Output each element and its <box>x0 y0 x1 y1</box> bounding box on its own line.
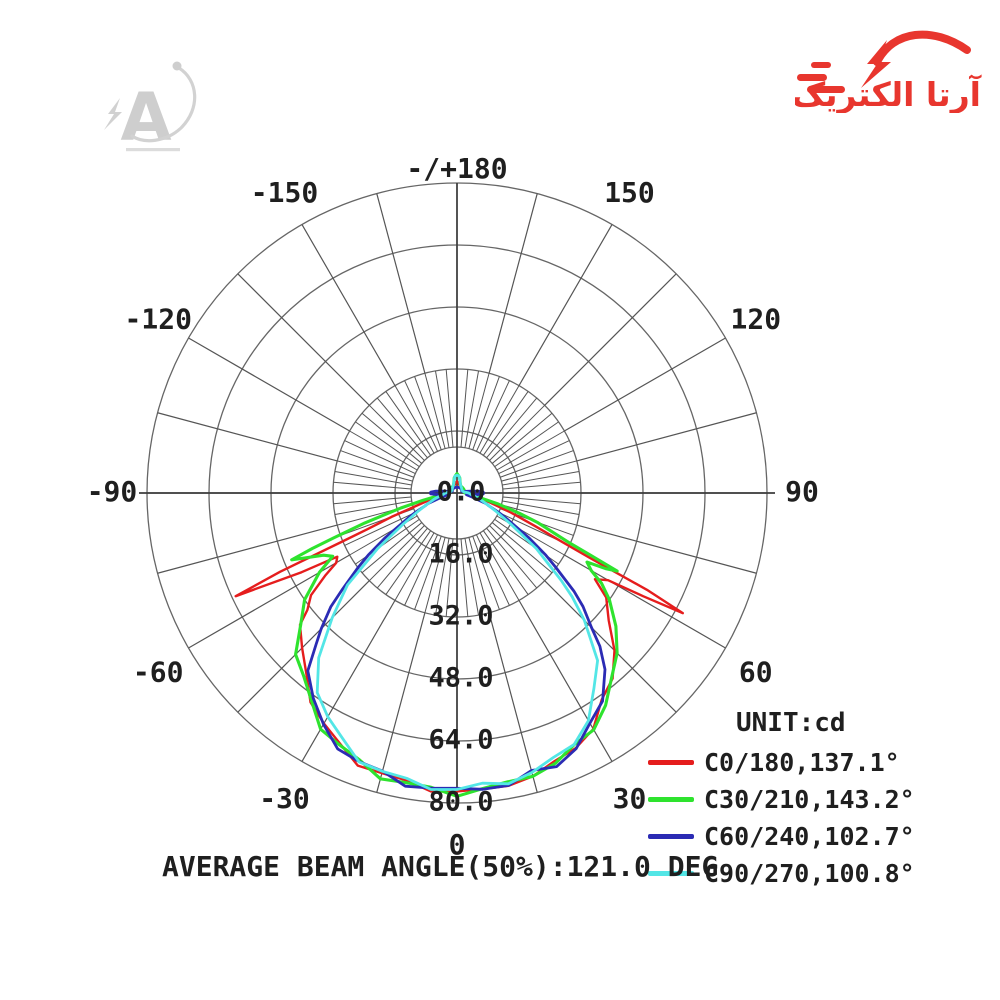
svg-text:120: 120 <box>730 303 781 336</box>
svg-text:0.0: 0.0 <box>437 477 486 508</box>
series-label-c90: C90/270,100.8° <box>704 859 915 888</box>
svg-text:48.0: 48.0 <box>428 663 493 694</box>
svg-text:-/+180: -/+180 <box>406 152 507 185</box>
swoosh-arc <box>873 30 971 66</box>
chart-caption: AVERAGE BEAM ANGLE(50%):121.0 DEG <box>162 850 719 883</box>
series-label-c60: C60/240,102.7° <box>704 822 915 851</box>
legend-title: UNIT:cd <box>736 708 846 738</box>
svg-text:60: 60 <box>739 656 773 689</box>
watermark-lightning-icon <box>104 98 122 130</box>
chart-legend: UNIT:cd C0/180,137.1° C30/210,143.2° C60… <box>648 708 948 892</box>
legend-item: C60/240,102.7° <box>648 818 948 855</box>
svg-text:150: 150 <box>604 176 655 209</box>
series-swatch-c0 <box>648 760 694 765</box>
watermark-orbit-dot <box>172 61 182 71</box>
svg-text:-150: -150 <box>251 176 318 209</box>
svg-text:32.0: 32.0 <box>428 601 493 632</box>
svg-text:-120: -120 <box>125 303 192 336</box>
svg-text:-90: -90 <box>87 475 138 508</box>
watermark-letter: A <box>120 79 171 156</box>
svg-text:90: 90 <box>785 475 819 508</box>
svg-text:30: 30 <box>613 782 647 815</box>
lightning-bolt-icon <box>861 40 891 88</box>
svg-text:80.0: 80.0 <box>428 787 493 818</box>
legend-item: C30/210,143.2° <box>648 781 948 818</box>
series-swatch-c60 <box>648 834 694 839</box>
series-label-c0: C0/180,137.1° <box>704 748 900 777</box>
series-swatch-c30 <box>648 797 694 802</box>
watermark-caption-bar <box>126 148 180 152</box>
series-label-c30: C30/210,143.2° <box>704 785 915 814</box>
svg-text:64.0: 64.0 <box>428 725 493 756</box>
svg-text:0: 0 <box>449 828 466 861</box>
svg-text:16.0: 16.0 <box>428 539 493 570</box>
watermark-logo: A <box>104 61 197 156</box>
svg-text:-30: -30 <box>259 782 310 815</box>
speed-dashes <box>797 62 845 93</box>
brand-logo: آرتا الکتریک <box>795 30 982 113</box>
brand-logo-text: آرتا الکتریک <box>795 74 982 113</box>
svg-text:-60: -60 <box>133 656 184 689</box>
legend-item: C0/180,137.1° <box>648 744 948 781</box>
series-swatch-c90 <box>648 871 694 876</box>
watermark-orbit-swoosh <box>130 66 197 143</box>
legend-item: C90/270,100.8° <box>648 855 948 892</box>
